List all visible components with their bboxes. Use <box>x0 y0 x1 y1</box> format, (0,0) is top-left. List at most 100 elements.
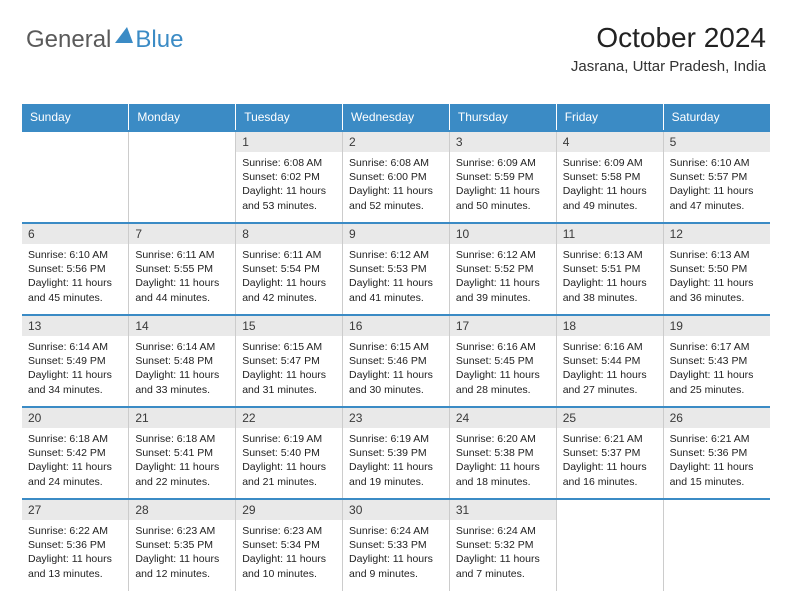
daylight-line: Daylight: 11 hours and 10 minutes. <box>242 552 336 580</box>
daylight-line: Daylight: 11 hours and 9 minutes. <box>349 552 443 580</box>
day-number: 1 <box>236 132 342 152</box>
daylight-line: Daylight: 11 hours and 24 minutes. <box>28 460 122 488</box>
daylight-line: Daylight: 11 hours and 49 minutes. <box>563 184 657 212</box>
day-body: Sunrise: 6:09 AMSunset: 5:58 PMDaylight:… <box>557 152 663 219</box>
sunrise-line: Sunrise: 6:14 AM <box>28 340 122 354</box>
daylight-line: Daylight: 11 hours and 18 minutes. <box>456 460 550 488</box>
day-body: Sunrise: 6:13 AMSunset: 5:50 PMDaylight:… <box>664 244 770 311</box>
day-header: Friday <box>556 104 663 131</box>
day-number: 11 <box>557 224 663 244</box>
day-cell: 27Sunrise: 6:22 AMSunset: 5:36 PMDayligh… <box>22 499 129 591</box>
day-body: Sunrise: 6:10 AMSunset: 5:56 PMDaylight:… <box>22 244 128 311</box>
day-number: 13 <box>22 316 128 336</box>
location-subtitle: Jasrana, Uttar Pradesh, India <box>571 58 766 75</box>
day-cell: 23Sunrise: 6:19 AMSunset: 5:39 PMDayligh… <box>343 407 450 499</box>
week-row: 1Sunrise: 6:08 AMSunset: 6:02 PMDaylight… <box>22 131 770 223</box>
day-cell: 16Sunrise: 6:15 AMSunset: 5:46 PMDayligh… <box>343 315 450 407</box>
sunset-line: Sunset: 5:46 PM <box>349 354 443 368</box>
sunrise-line: Sunrise: 6:23 AM <box>242 524 336 538</box>
sunrise-line: Sunrise: 6:22 AM <box>28 524 122 538</box>
sunset-line: Sunset: 5:33 PM <box>349 538 443 552</box>
sunset-line: Sunset: 5:42 PM <box>28 446 122 460</box>
sunset-line: Sunset: 5:54 PM <box>242 262 336 276</box>
daylight-line: Daylight: 11 hours and 21 minutes. <box>242 460 336 488</box>
day-cell: 20Sunrise: 6:18 AMSunset: 5:42 PMDayligh… <box>22 407 129 499</box>
sunset-line: Sunset: 5:38 PM <box>456 446 550 460</box>
day-number: 5 <box>664 132 770 152</box>
daylight-line: Daylight: 11 hours and 52 minutes. <box>349 184 443 212</box>
sunset-line: Sunset: 5:50 PM <box>670 262 764 276</box>
daylight-line: Daylight: 11 hours and 45 minutes. <box>28 276 122 304</box>
day-body: Sunrise: 6:16 AMSunset: 5:45 PMDaylight:… <box>450 336 556 403</box>
day-body: Sunrise: 6:11 AMSunset: 5:54 PMDaylight:… <box>236 244 342 311</box>
brand-logo: General Blue <box>26 26 183 54</box>
daylight-line: Daylight: 11 hours and 38 minutes. <box>563 276 657 304</box>
daylight-line: Daylight: 11 hours and 53 minutes. <box>242 184 336 212</box>
daylight-line: Daylight: 11 hours and 28 minutes. <box>456 368 550 396</box>
week-row: 27Sunrise: 6:22 AMSunset: 5:36 PMDayligh… <box>22 499 770 591</box>
day-body: Sunrise: 6:17 AMSunset: 5:43 PMDaylight:… <box>664 336 770 403</box>
sunset-line: Sunset: 6:00 PM <box>349 170 443 184</box>
day-number: 25 <box>557 408 663 428</box>
sunset-line: Sunset: 5:52 PM <box>456 262 550 276</box>
sunrise-line: Sunrise: 6:16 AM <box>563 340 657 354</box>
sunrise-line: Sunrise: 6:17 AM <box>670 340 764 354</box>
sunrise-line: Sunrise: 6:10 AM <box>28 248 122 262</box>
day-cell <box>129 131 236 223</box>
day-cell: 5Sunrise: 6:10 AMSunset: 5:57 PMDaylight… <box>663 131 770 223</box>
day-body: Sunrise: 6:21 AMSunset: 5:36 PMDaylight:… <box>664 428 770 495</box>
sunset-line: Sunset: 5:53 PM <box>349 262 443 276</box>
day-body: Sunrise: 6:12 AMSunset: 5:53 PMDaylight:… <box>343 244 449 311</box>
day-number: 24 <box>450 408 556 428</box>
day-number <box>129 132 235 152</box>
sunset-line: Sunset: 5:34 PM <box>242 538 336 552</box>
day-cell <box>663 499 770 591</box>
week-row: 20Sunrise: 6:18 AMSunset: 5:42 PMDayligh… <box>22 407 770 499</box>
logo-word2: Blue <box>135 26 183 54</box>
sunrise-line: Sunrise: 6:12 AM <box>349 248 443 262</box>
sunset-line: Sunset: 5:35 PM <box>135 538 229 552</box>
week-row: 13Sunrise: 6:14 AMSunset: 5:49 PMDayligh… <box>22 315 770 407</box>
day-body: Sunrise: 6:15 AMSunset: 5:46 PMDaylight:… <box>343 336 449 403</box>
sunrise-line: Sunrise: 6:19 AM <box>349 432 443 446</box>
day-cell: 25Sunrise: 6:21 AMSunset: 5:37 PMDayligh… <box>556 407 663 499</box>
day-cell: 9Sunrise: 6:12 AMSunset: 5:53 PMDaylight… <box>343 223 450 315</box>
day-number: 19 <box>664 316 770 336</box>
day-header: Thursday <box>449 104 556 131</box>
sunset-line: Sunset: 5:32 PM <box>456 538 550 552</box>
daylight-line: Daylight: 11 hours and 47 minutes. <box>670 184 764 212</box>
day-number: 7 <box>129 224 235 244</box>
day-header: Saturday <box>663 104 770 131</box>
day-number: 2 <box>343 132 449 152</box>
sunrise-line: Sunrise: 6:15 AM <box>242 340 336 354</box>
sunset-line: Sunset: 5:40 PM <box>242 446 336 460</box>
sunrise-line: Sunrise: 6:24 AM <box>456 524 550 538</box>
sunrise-line: Sunrise: 6:21 AM <box>670 432 764 446</box>
day-body <box>22 152 128 162</box>
day-cell: 24Sunrise: 6:20 AMSunset: 5:38 PMDayligh… <box>449 407 556 499</box>
day-cell <box>556 499 663 591</box>
day-number: 20 <box>22 408 128 428</box>
week-row: 6Sunrise: 6:10 AMSunset: 5:56 PMDaylight… <box>22 223 770 315</box>
day-body: Sunrise: 6:09 AMSunset: 5:59 PMDaylight:… <box>450 152 556 219</box>
day-cell <box>22 131 129 223</box>
day-cell: 31Sunrise: 6:24 AMSunset: 5:32 PMDayligh… <box>449 499 556 591</box>
day-number: 10 <box>450 224 556 244</box>
day-number: 14 <box>129 316 235 336</box>
day-body: Sunrise: 6:10 AMSunset: 5:57 PMDaylight:… <box>664 152 770 219</box>
day-body: Sunrise: 6:19 AMSunset: 5:39 PMDaylight:… <box>343 428 449 495</box>
day-header-row: SundayMondayTuesdayWednesdayThursdayFrid… <box>22 104 770 131</box>
day-body: Sunrise: 6:16 AMSunset: 5:44 PMDaylight:… <box>557 336 663 403</box>
daylight-line: Daylight: 11 hours and 13 minutes. <box>28 552 122 580</box>
sunset-line: Sunset: 5:37 PM <box>563 446 657 460</box>
day-cell: 28Sunrise: 6:23 AMSunset: 5:35 PMDayligh… <box>129 499 236 591</box>
sunset-line: Sunset: 5:51 PM <box>563 262 657 276</box>
daylight-line: Daylight: 11 hours and 34 minutes. <box>28 368 122 396</box>
daylight-line: Daylight: 11 hours and 41 minutes. <box>349 276 443 304</box>
day-cell: 1Sunrise: 6:08 AMSunset: 6:02 PMDaylight… <box>236 131 343 223</box>
day-number: 28 <box>129 500 235 520</box>
daylight-line: Daylight: 11 hours and 33 minutes. <box>135 368 229 396</box>
sunrise-line: Sunrise: 6:23 AM <box>135 524 229 538</box>
daylight-line: Daylight: 11 hours and 15 minutes. <box>670 460 764 488</box>
sunset-line: Sunset: 5:59 PM <box>456 170 550 184</box>
